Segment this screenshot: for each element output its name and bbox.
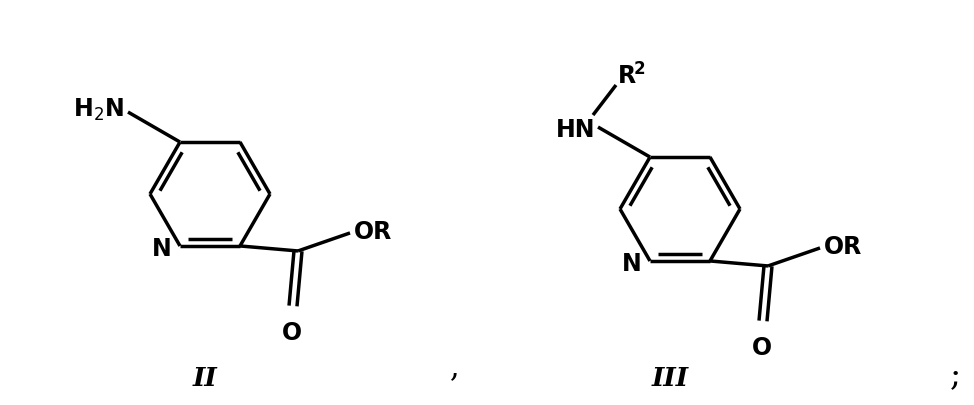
Text: O: O xyxy=(281,320,302,344)
Text: ;: ; xyxy=(950,358,960,390)
Text: H$_2$N: H$_2$N xyxy=(73,97,124,123)
Text: OR: OR xyxy=(354,220,393,243)
Text: ,: , xyxy=(450,352,460,383)
Text: OR: OR xyxy=(824,234,862,258)
Text: II: II xyxy=(193,364,217,390)
Text: N: N xyxy=(152,237,172,260)
Text: O: O xyxy=(752,335,772,359)
Text: HN: HN xyxy=(555,118,595,142)
Text: 2: 2 xyxy=(634,60,646,78)
Text: III: III xyxy=(652,364,689,390)
Text: R: R xyxy=(618,64,636,88)
Text: N: N xyxy=(622,252,642,275)
